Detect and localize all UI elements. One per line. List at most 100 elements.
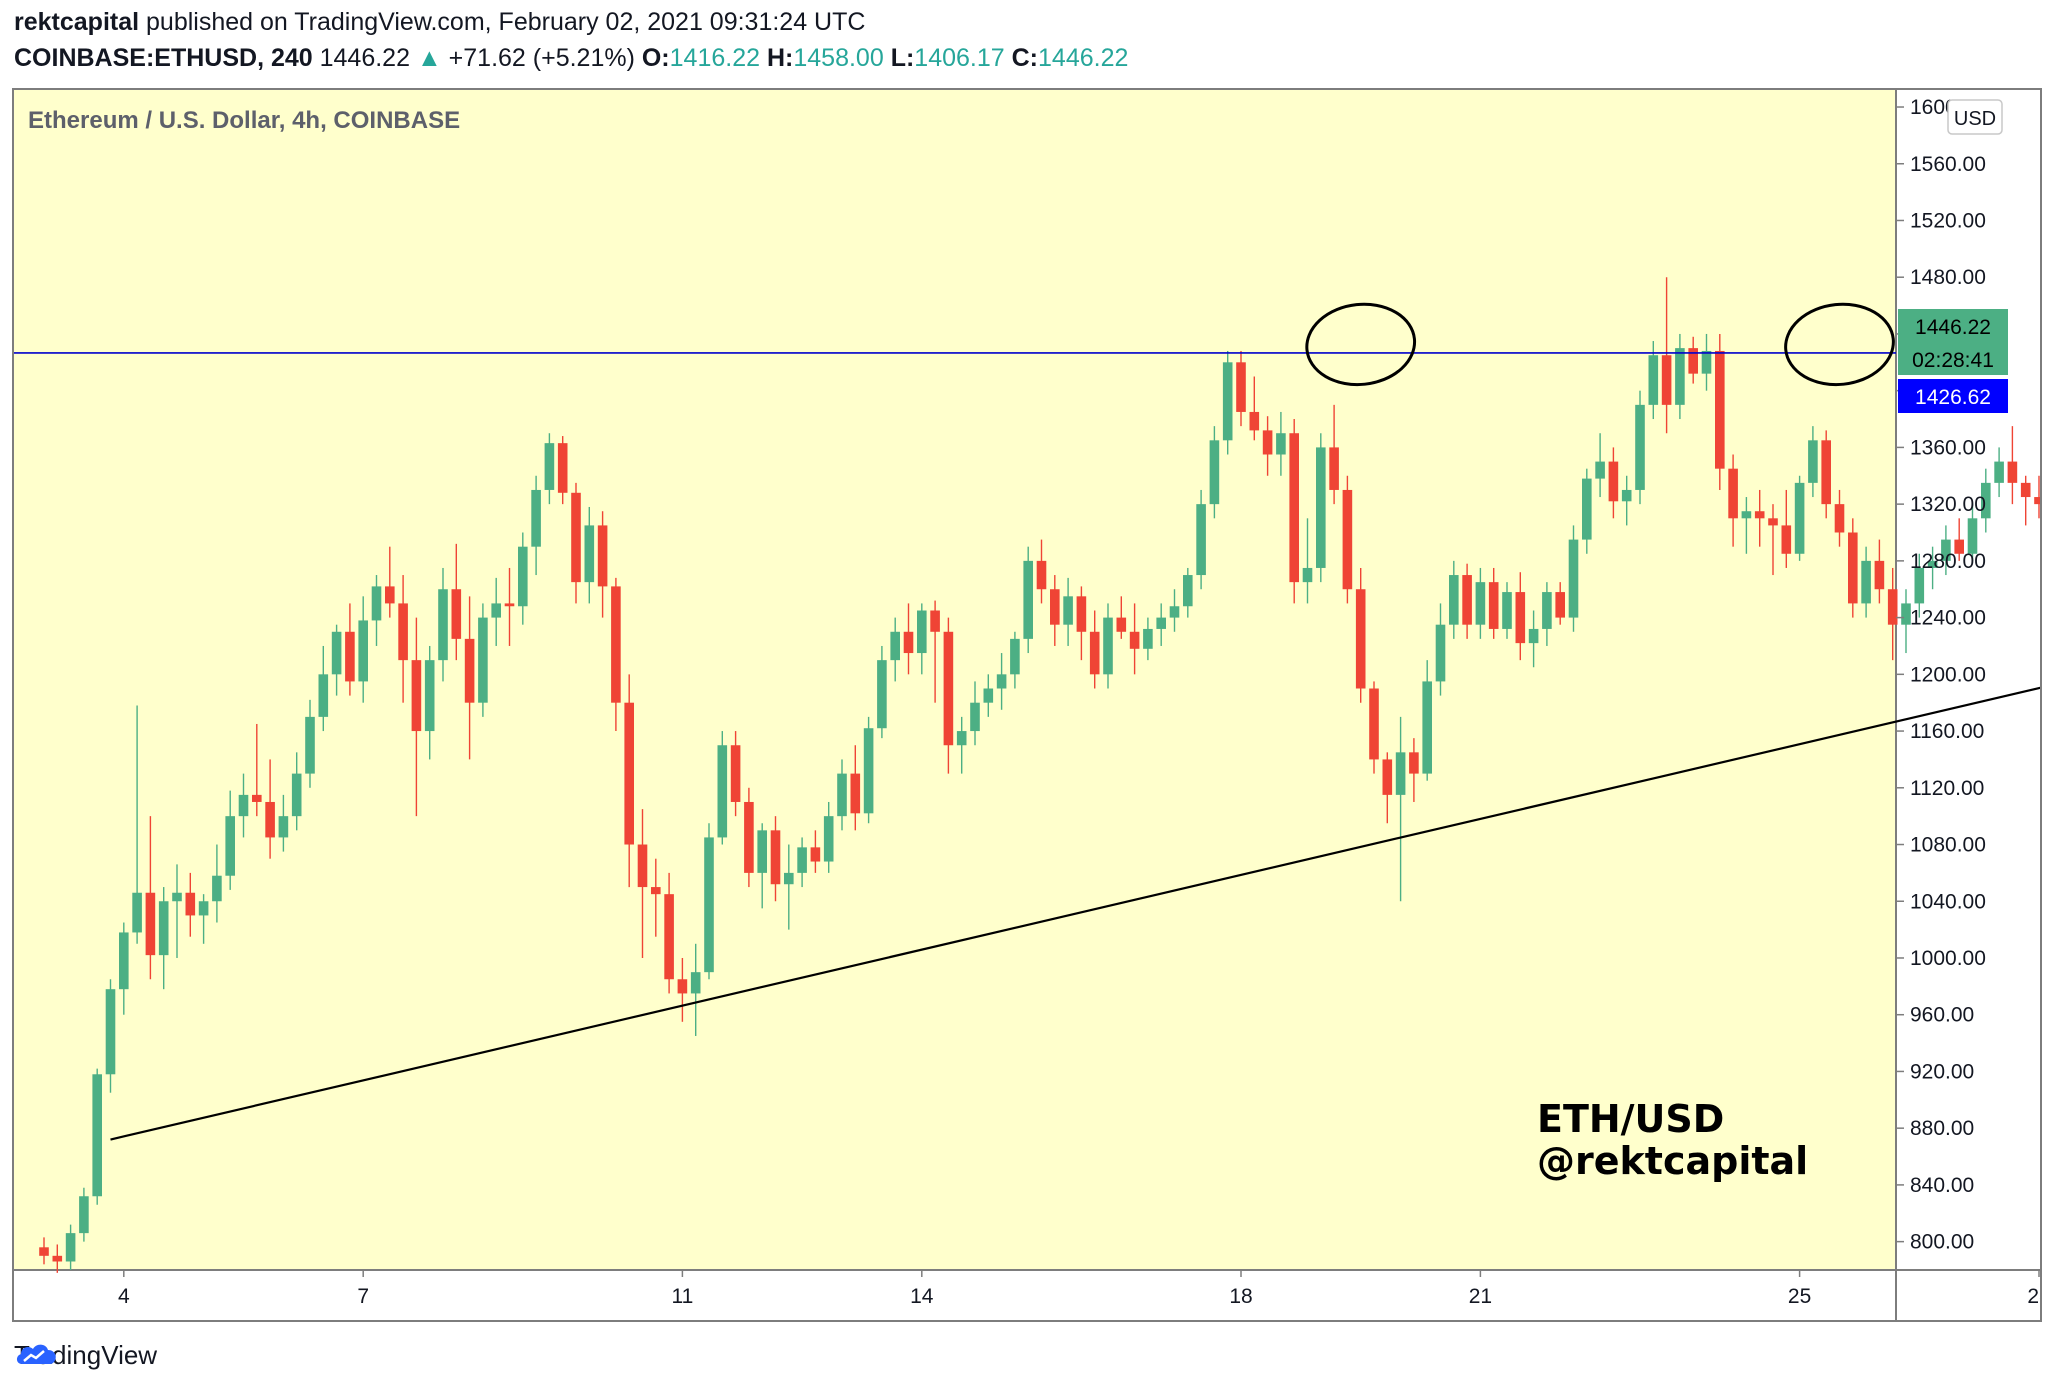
candle-body-up	[331, 631, 342, 675]
candle-body-up	[1156, 617, 1166, 629]
author-name[interactable]: rektcapital	[14, 8, 140, 36]
candle-body-up	[717, 745, 728, 838]
candle-body-up	[371, 586, 382, 621]
y-tick-label: 880.00	[1910, 1117, 1974, 1140]
y-tick-label: 920.00	[1910, 1060, 1974, 1083]
candle-body-up	[531, 489, 541, 547]
x-tick-label: 14	[910, 1285, 934, 1308]
currency-button[interactable]: USD	[1947, 99, 2003, 135]
candle-body-down	[1754, 511, 1765, 519]
candle-body-up	[278, 816, 289, 838]
candle-body-up	[438, 589, 448, 661]
candle-body-up	[1475, 582, 1486, 625]
candle-body-down	[1129, 631, 1140, 649]
countdown-tag-text: 02:28:41	[1912, 349, 1994, 372]
candle-body-down	[1369, 688, 1379, 760]
candle-body-up	[1449, 575, 1459, 625]
candle-body-up	[970, 702, 980, 732]
candle-body-up	[158, 901, 169, 956]
y-tick-label: 1200.00	[1910, 663, 1986, 686]
candle-body-up	[837, 773, 847, 817]
candle-body-down	[651, 887, 661, 895]
candle-body-down	[810, 847, 821, 862]
candle-body-down	[1249, 411, 1260, 431]
candle-body-down	[1728, 468, 1738, 519]
candle-body-down	[1089, 631, 1100, 675]
candle-body-down	[930, 610, 940, 632]
candle-body-down	[677, 979, 688, 994]
x-tick-label: 25	[1788, 1285, 1811, 1308]
legend-title: Ethereum / U.S. Dollar, 4h, COINBASE	[28, 107, 460, 134]
y-tick-label: 1560.00	[1910, 153, 1986, 176]
candle-body-up	[225, 816, 235, 876]
plot-area[interactable]	[14, 90, 1896, 1270]
candle-body-up	[198, 901, 209, 916]
candle-body-down	[451, 589, 462, 639]
candle-body-down	[1555, 592, 1565, 618]
candle-body-up	[1901, 603, 1911, 625]
price-axis[interactable]: 800.00 840.00 880.00 920.00 960.00 1000.00 104…	[1896, 96, 1986, 1254]
candle-body-down	[850, 773, 861, 814]
ascending-trendline	[110, 686, 2040, 1141]
candle-body-up	[1435, 624, 1446, 682]
candle-body-up	[1302, 567, 1313, 583]
low-label: L:	[890, 44, 915, 72]
candle-body-up	[305, 716, 315, 774]
candle-body-up	[877, 660, 887, 729]
candle-body-down	[464, 638, 475, 703]
candle-body-up	[1316, 447, 1326, 568]
candle-body-up	[1621, 489, 1632, 502]
candles-group	[39, 277, 2040, 1273]
candle-body-down	[1821, 440, 1831, 505]
candle-body-up	[1701, 350, 1712, 374]
candle-body-up	[1103, 617, 1113, 675]
candle-body-down	[252, 794, 262, 802]
time-axis[interactable]: 47111418212528Feb4	[118, 1270, 2040, 1308]
candle-body-up	[690, 972, 701, 994]
candle-body-down	[1289, 433, 1299, 583]
candle-body-down	[1608, 461, 1619, 502]
candle-body-up	[863, 728, 874, 814]
candle-body-up	[1967, 518, 1978, 554]
watermark-line1: ETH/USD	[1537, 1097, 1724, 1141]
candle-body-down	[1236, 362, 1246, 412]
candle-body-down	[398, 603, 408, 661]
candle-body-up	[1861, 560, 1871, 604]
y-tick-label: 1360.00	[1910, 436, 1986, 459]
candle-body-down	[411, 660, 422, 732]
candle-body-up	[983, 688, 994, 703]
candle-body-up	[1981, 482, 1991, 519]
y-tick-label: 1040.00	[1910, 890, 1986, 913]
price-chart[interactable]: 800.00 840.00 880.00 920.00 960.00 1000.00 104…	[14, 90, 2040, 1320]
candle-body-down	[1834, 504, 1845, 533]
candle-body-up	[105, 989, 116, 1075]
low-value: 1406.17	[914, 44, 1005, 72]
candle-body-up	[132, 892, 142, 933]
candle-body-down	[504, 603, 515, 607]
symbol-label: COINBASE:ETHUSD, 240	[14, 44, 313, 72]
candle-body-down	[1954, 539, 1964, 554]
candle-body-down	[1262, 430, 1273, 455]
candle-body-up	[92, 1074, 102, 1197]
candle-body-up	[1941, 539, 1951, 561]
chart-panel[interactable]: 800.00 840.00 880.00 920.00 960.00 1000.00 104…	[12, 88, 2042, 1322]
candle-body-up	[797, 847, 807, 873]
candle-body-down	[52, 1255, 63, 1262]
candle-body-up	[119, 932, 129, 990]
candle-body-up	[584, 525, 595, 583]
candle-body-down	[1874, 560, 1885, 590]
candle-body-up	[1528, 628, 1539, 644]
candle-body-up	[1808, 440, 1818, 483]
candle-body-down	[571, 492, 581, 583]
candle-body-down	[1848, 532, 1858, 604]
last-price: 1446.22	[319, 44, 410, 72]
candle-body-up	[917, 610, 927, 654]
candle-body-down	[1036, 560, 1047, 590]
y-tick-label: 1480.00	[1910, 266, 1986, 289]
level-price-tag: 1426.62	[1898, 379, 2008, 413]
candle-body-down	[345, 631, 355, 682]
candle-body-up	[704, 837, 714, 973]
candle-body-down	[1715, 350, 1725, 469]
candle-body-up	[1568, 539, 1579, 618]
candle-body-up	[956, 731, 967, 746]
